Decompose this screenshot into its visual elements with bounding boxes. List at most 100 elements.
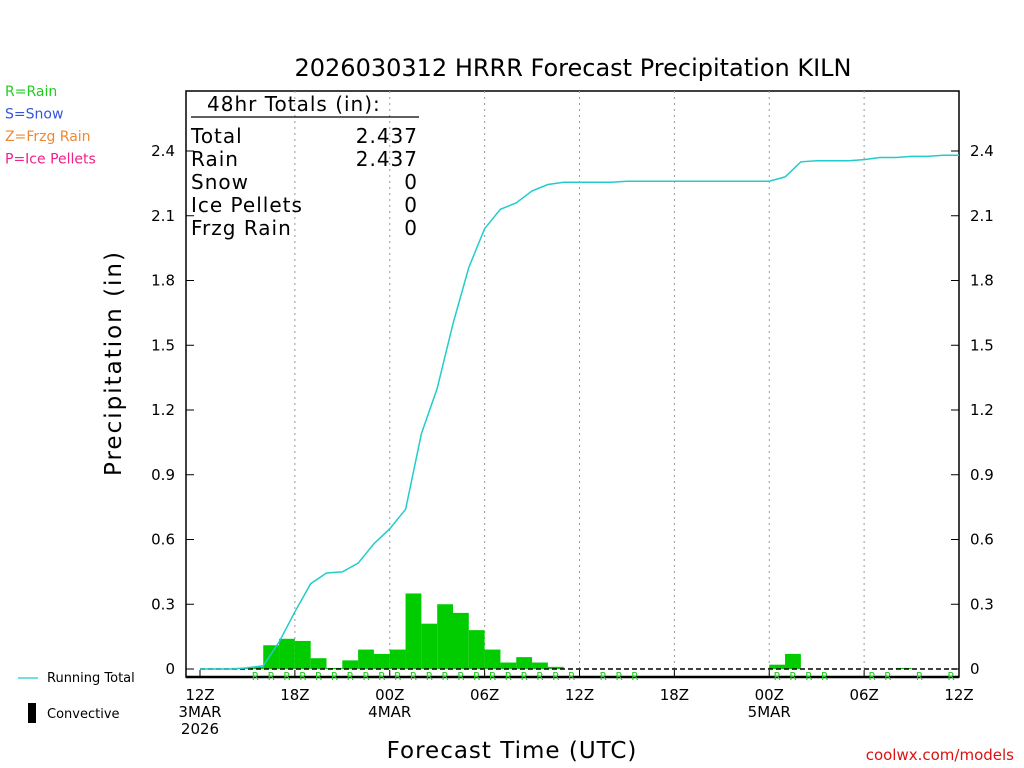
x-tick-label: 18Z [280, 686, 309, 704]
precip-type-marker: R [568, 670, 575, 683]
y-tick-label: 1.2 [970, 401, 994, 419]
precip-bar [421, 623, 438, 669]
precip-bar [484, 649, 501, 669]
totals-value: 0 [404, 216, 418, 240]
precip-bar [279, 638, 295, 669]
precip-type-marker: R [331, 670, 338, 683]
precip-type-marker: R [410, 670, 417, 683]
x-tick-label: 00Z [755, 686, 784, 704]
precip-type-marker: R [821, 670, 828, 683]
x-tick-label: 06Z [849, 686, 878, 704]
precip-type-key-item: S=Snow [5, 107, 63, 123]
y-axis-label: Precipitation (in) [101, 250, 127, 476]
precip-type-marker: R [252, 670, 259, 683]
precip-bar [405, 593, 422, 669]
precip-bar [247, 666, 264, 669]
grid-lines [294, 91, 865, 677]
precip-bar [453, 612, 469, 669]
totals-box: 48hr Totals (in): Total 2.437 Rain 2.437… [190, 92, 419, 240]
x-tick-label: 12Z [944, 686, 973, 704]
precip-type-marker: R [268, 670, 275, 683]
y-tick-label: 1.8 [970, 272, 994, 290]
precip-type-marker: R [379, 670, 386, 683]
precip-bar [785, 653, 801, 669]
hourly-precip-bars [231, 593, 912, 669]
y-tick-label: 0.9 [151, 466, 175, 484]
y-tick-label: 0.9 [970, 466, 994, 484]
x-tick-label: 3MAR [178, 703, 221, 721]
precip-bar [358, 649, 374, 669]
precip-bar [468, 630, 485, 669]
precip-type-marker: R [347, 670, 354, 683]
precip-type-marker: R [458, 670, 465, 683]
precip-type-marker: R [869, 670, 876, 683]
x-tick-label: 00Z [375, 686, 404, 704]
x-tick-label: 18Z [660, 686, 689, 704]
precip-type-marker: R [537, 670, 544, 683]
precip-bar [437, 604, 453, 669]
precip-type-marker: R [473, 670, 480, 683]
precip-type-marker: R [600, 670, 607, 683]
totals-label: Frzg Rain [191, 216, 292, 240]
x-tick-label: 4MAR [368, 703, 411, 721]
x-axis-label: Forecast Time (UTC) [387, 738, 638, 764]
credit-text: coolwx.com/models [866, 746, 1014, 764]
y-tick-label: 2.4 [970, 142, 994, 160]
y-tick-label: 2.1 [151, 207, 175, 225]
precip-bar [342, 660, 359, 669]
x-tick-label: 06Z [470, 686, 499, 704]
precip-bar [516, 657, 533, 669]
precip-type-marker: R [885, 670, 892, 683]
precip-type-marker: R [948, 670, 955, 683]
precip-bar [532, 662, 548, 669]
x-tick-label: 12Z [185, 686, 214, 704]
precip-type-marker: R [315, 670, 322, 683]
precip-type-marker: R [774, 670, 781, 683]
precip-type-marker: R [426, 670, 433, 683]
totals-value: 2.437 [356, 124, 418, 148]
convective-legend-label: Convective [47, 707, 120, 722]
precip-bar [326, 667, 343, 669]
totals-heading: 48hr Totals (in): [207, 92, 381, 116]
totals-label: Rain [191, 147, 239, 171]
running-total-legend-label: Running Total [47, 671, 135, 686]
precip-bar [263, 645, 280, 669]
precip-bar [389, 649, 406, 669]
y-tick-label: 1.5 [970, 336, 994, 354]
precip-type-marker: R [552, 670, 559, 683]
precip-bar [373, 653, 390, 669]
x-tick-label: 5MAR [748, 703, 791, 721]
y-tick-label: 0 [165, 660, 175, 678]
precip-type-marker: R [616, 670, 623, 683]
y-tick-label: 0.6 [970, 531, 994, 549]
x-tick-label: 12Z [565, 686, 594, 704]
precip-type-key-item: P=Ice Pellets [5, 152, 96, 168]
y-tick-label: 0 [970, 660, 980, 678]
precip-bar [547, 666, 564, 669]
y-tick-label: 0.3 [970, 595, 994, 613]
y-tick-label: 1.5 [151, 336, 175, 354]
precip-type-key-item: R=Rain [5, 84, 57, 100]
precip-type-key: R=Rain S=Snow Z=Frzg Rain P=Ice Pellets [5, 84, 96, 168]
totals-label: Snow [191, 170, 249, 194]
y-tick-label: 2.1 [970, 207, 994, 225]
precip-type-marker: R [916, 670, 923, 683]
precip-type-marker: R [284, 670, 291, 683]
plot-frame [185, 90, 960, 678]
precip-bar [500, 662, 517, 669]
y-tick-label: 0.6 [151, 531, 175, 549]
y-tick-label: 1.2 [151, 401, 175, 419]
running-total-path [200, 154, 959, 670]
precip-type-marker: R [394, 670, 401, 683]
precip-type-marker: R [363, 670, 370, 683]
y-tick-label: 1.8 [151, 272, 175, 290]
precip-type-marker: R [805, 670, 812, 683]
precip-type-marker: R [299, 670, 306, 683]
totals-label: Ice Pellets [191, 193, 303, 217]
totals-value: 0 [404, 193, 418, 217]
totals-value: 0 [404, 170, 418, 194]
precip-bar [895, 667, 912, 669]
